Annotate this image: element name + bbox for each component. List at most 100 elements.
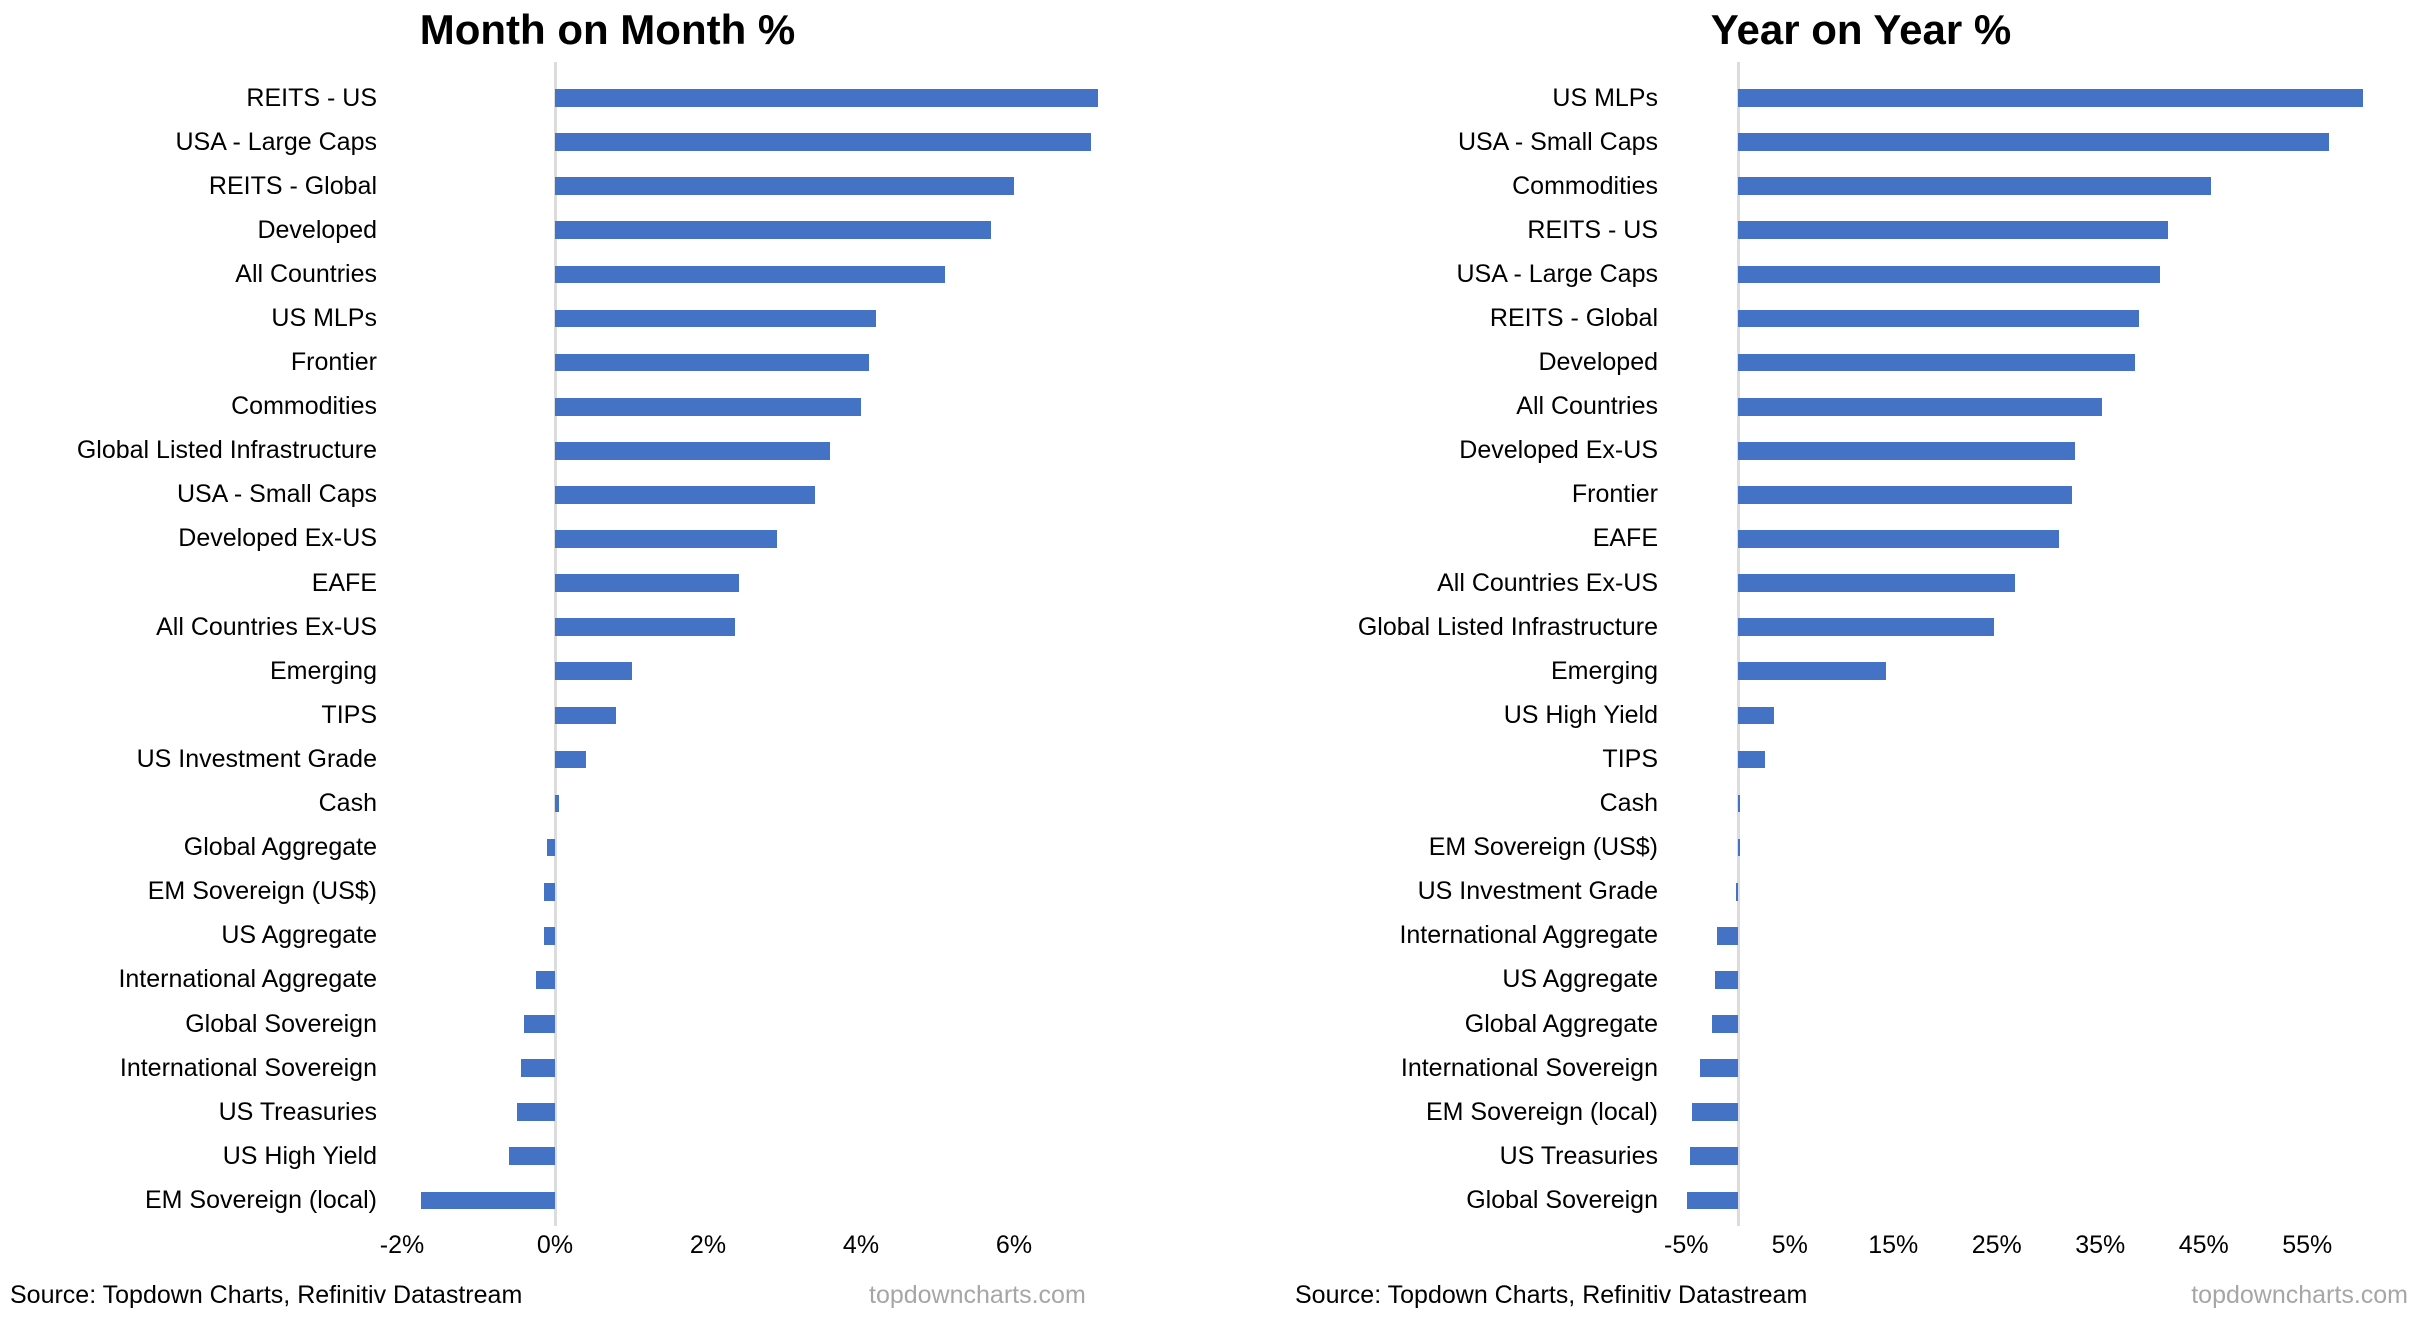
bar-track [377, 1090, 1215, 1134]
category-label: Developed Ex-US [178, 524, 377, 553]
category-label: Frontier [1571, 480, 1658, 509]
category-label: International Aggregate [1399, 921, 1658, 950]
bar-track [1658, 1090, 2429, 1134]
x-axis-tick-label: 55% [2282, 1231, 2333, 1259]
category-label: REITS - Global [208, 171, 377, 200]
bar [555, 353, 869, 372]
watermark-text: topdowncharts.com [869, 1281, 1086, 1309]
bar-track [377, 693, 1215, 737]
category-label: All Countries Ex-US [156, 612, 377, 641]
bar-track [377, 473, 1215, 517]
bar-track [377, 296, 1215, 340]
category-label: US Investment Grade [1417, 877, 1658, 906]
x-axis-tick-label: 45% [2178, 1231, 2229, 1259]
bar-track [1658, 1046, 2429, 1090]
category-label: USA - Small Caps [176, 480, 377, 509]
bar [543, 882, 555, 901]
bar-row: Cash [0, 782, 1215, 826]
bar-track [1658, 561, 2429, 605]
bar-row: Developed Ex-US [0, 517, 1215, 561]
category-label: REITS - US [1527, 215, 1658, 244]
bar [1736, 882, 1738, 901]
bar [555, 221, 992, 240]
bar-track [1658, 1178, 2429, 1222]
category-label: US High Yield [222, 1141, 377, 1170]
category-label: Developed [1538, 348, 1658, 377]
month-on-month-chart-panel: Month on Month % REITS - US USA - Large C… [0, 6, 1215, 1315]
category-label: Cash [1599, 789, 1658, 818]
bar-track [1658, 782, 2429, 826]
bar-row: International Aggregate [1215, 914, 2429, 958]
bar-row: USA - Small Caps [0, 473, 1215, 517]
bar-row: US High Yield [0, 1134, 1215, 1178]
x-axis-tick-label: -2% [379, 1231, 425, 1259]
bar-row: US Aggregate [1215, 958, 2429, 1002]
x-axis-tick-label: -5% [1664, 1231, 1709, 1259]
bar-row: Global Sovereign [1215, 1178, 2429, 1222]
bar-row: Developed [0, 208, 1215, 252]
bar [1738, 441, 2076, 460]
bar [1738, 177, 2211, 196]
bar-row: TIPS [0, 693, 1215, 737]
category-label: EM Sovereign (US$) [147, 877, 377, 906]
bar-track [1658, 341, 2429, 385]
bar [555, 397, 861, 416]
bar-track [377, 737, 1215, 781]
bar [1738, 574, 2016, 592]
category-label: Global Sovereign [1466, 1185, 1658, 1214]
bar-track [1658, 693, 2429, 737]
chart-footer: Source: Topdown Charts, Refinitiv Datast… [0, 1281, 1215, 1315]
bar [1738, 662, 1886, 681]
bar-track [1658, 296, 2429, 340]
year-on-year-chart-panel: Year on Year % US MLPs USA - Small Caps Co… [1215, 0, 2429, 1323]
bar [555, 618, 735, 636]
category-label: International Sovereign [1400, 1053, 1658, 1082]
category-label: Commodities [231, 392, 377, 421]
x-axis-tick-label: 4% [842, 1231, 880, 1259]
bar [1738, 309, 2139, 328]
category-label: Cash [318, 789, 377, 818]
bar [1738, 133, 2329, 151]
bar-row: All Countries Ex-US [0, 605, 1215, 649]
bar-row: EM Sovereign (local) [0, 1178, 1215, 1222]
bar-row: International Sovereign [1215, 1046, 2429, 1090]
category-label: All Countries [235, 259, 377, 288]
bar-row: Commodities [1215, 164, 2429, 208]
chart-title: Year on Year % [1710, 6, 2012, 53]
bar-row: International Aggregate [0, 958, 1215, 1002]
source-note: Source: Topdown Charts, Refinitiv Datast… [10, 1281, 523, 1309]
bar-row: Commodities [0, 385, 1215, 429]
category-label: US MLPs [271, 304, 377, 333]
bar-row: Cash [1215, 782, 2429, 826]
bar [555, 530, 777, 548]
category-label: Global Listed Infrastructure [1357, 612, 1658, 641]
category-label: EM Sovereign (US$) [1428, 833, 1658, 862]
category-label: US Aggregate [221, 921, 377, 950]
bar-track [377, 252, 1215, 296]
bar-row: REITS - Global [1215, 296, 2429, 340]
category-label: International Aggregate [118, 965, 377, 994]
bar-track [1658, 914, 2429, 958]
bar-row: US Investment Grade [1215, 870, 2429, 914]
bar-row: Global Listed Infrastructure [0, 429, 1215, 473]
category-label: US Treasuries [1499, 1141, 1658, 1170]
bar-row: Global Sovereign [0, 1002, 1215, 1046]
bar [1738, 706, 1775, 725]
zero-baseline [553, 62, 557, 1226]
bar-track [1658, 1134, 2429, 1178]
bar-row: Emerging [0, 649, 1215, 693]
bar-row: All Countries [0, 252, 1215, 296]
bar [1699, 1059, 1738, 1077]
bar-track [377, 1002, 1215, 1046]
category-label: All Countries [1516, 392, 1658, 421]
category-label: USA - Large Caps [175, 127, 378, 156]
bar-track [377, 605, 1215, 649]
category-label: Commodities [1512, 171, 1658, 200]
category-label: Global Aggregate [1464, 1009, 1658, 1038]
bar-track [1658, 164, 2429, 208]
bar [516, 1103, 555, 1122]
bar-track [1658, 473, 2429, 517]
bar-track [1658, 208, 2429, 252]
bar [535, 971, 555, 989]
category-label: REITS - Global [1489, 304, 1658, 333]
